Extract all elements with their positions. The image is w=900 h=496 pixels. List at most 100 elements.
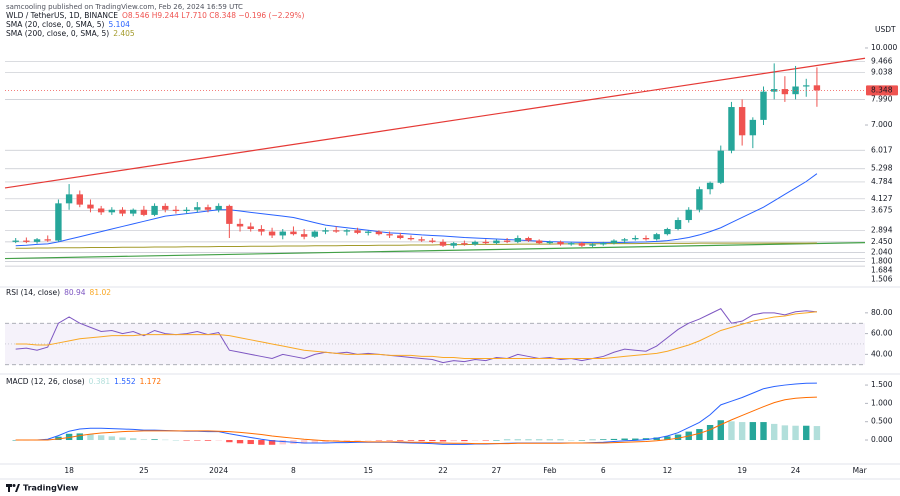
x-tick-label: 24 [791, 466, 801, 475]
histogram-bar [236, 440, 244, 444]
candle-body [12, 240, 19, 242]
candle-body [728, 107, 735, 151]
indicator-line [15, 242, 817, 249]
ohlc-values: O8.546 H9.244 L7.710 C8.348 −0.196 (−2.2… [122, 11, 305, 20]
candle-body [311, 231, 319, 237]
histogram-bar [717, 420, 724, 441]
histogram-bar [311, 440, 319, 443]
level-label: 9.466 [871, 57, 893, 66]
candle-body [268, 231, 276, 236]
candle-body [108, 209, 116, 213]
histogram-bar [535, 439, 543, 441]
candle-body [461, 243, 468, 245]
candle-body [642, 238, 650, 240]
candle-body [589, 244, 596, 246]
candle-body [23, 240, 30, 242]
indicator-line [15, 308, 817, 364]
y-tick-label: 7.000 [871, 120, 893, 129]
symbol-title: WLD / TetherUS, 1D, BINANCE [6, 11, 118, 20]
histogram-bar [119, 437, 126, 441]
histogram-bar [194, 440, 201, 441]
brand-name: TradingView [23, 484, 79, 493]
candle-body [65, 194, 73, 204]
candle-body [236, 223, 244, 227]
candle-body [706, 182, 714, 190]
histogram-bar [471, 440, 479, 441]
indicator-legend: MACD (12, 26, close) 0.381 1.552 1.172 [6, 377, 161, 386]
histogram-bar [279, 440, 286, 445]
indicator-name: SMA (200, close, 0, SMA, 5) [6, 29, 109, 38]
histogram-bar [557, 439, 564, 441]
x-tick-label: 2024 [209, 466, 228, 475]
y-tick-label: 0.000 [871, 435, 893, 444]
histogram-bar [696, 429, 703, 441]
level-label: 2.894 [871, 225, 893, 234]
histogram-bar [87, 434, 94, 441]
candle-body [429, 240, 436, 242]
level-label: 2.040 [871, 247, 893, 256]
y-tick-label: 1.000 [871, 398, 893, 407]
candle-body [322, 230, 329, 232]
candle-body [279, 231, 286, 236]
y-tick-label: 1.500 [871, 380, 893, 389]
candle-body [503, 240, 511, 242]
candle-body [76, 194, 83, 205]
histogram-bar [397, 440, 404, 441]
candle-body [813, 85, 821, 91]
histogram-bar [728, 421, 735, 441]
histogram-bar [792, 425, 799, 441]
indicator-legend: SMA (20, close, 0, SMA, 5) 5.104 [6, 20, 130, 29]
candle-body [386, 234, 393, 236]
candle-body [674, 220, 682, 230]
histogram-bar [55, 436, 62, 441]
candle-body [525, 238, 532, 241]
candle-body [258, 229, 265, 232]
indicator-name: RSI (14, close) [6, 288, 60, 297]
x-tick-label: 19 [737, 466, 747, 475]
histogram-bar [375, 440, 383, 441]
level-label: 1.506 [871, 274, 893, 283]
candle-body [770, 89, 778, 92]
histogram-bar [514, 439, 521, 441]
histogram-bar [781, 425, 789, 441]
level-label: 2.450 [871, 237, 893, 246]
indicator-value: 2.405 [113, 29, 135, 38]
histogram-bar [642, 438, 650, 441]
candle-body [493, 240, 500, 244]
x-tick-label: 15 [363, 466, 373, 475]
candle-body [535, 240, 543, 244]
candle-body [738, 107, 746, 136]
candle-body [365, 231, 372, 233]
candle-body [557, 241, 564, 245]
logo-part [12, 484, 16, 487]
level-label: 4.784 [871, 177, 893, 186]
candle-body [418, 239, 425, 241]
histogram-bar [568, 440, 575, 441]
candle-body [600, 243, 607, 245]
candle-body [632, 238, 639, 240]
candle-body [717, 150, 724, 183]
price-legend: WLD / TetherUS, 1D, BINANCE O8.546 H9.244… [6, 11, 305, 20]
publisher-note: samcooling published on TradingView.com,… [6, 3, 243, 11]
candle-body [183, 209, 190, 212]
histogram-bar [450, 440, 457, 442]
candle-body [450, 243, 457, 246]
candle-body [482, 241, 489, 244]
histogram-bar [493, 440, 500, 441]
histogram-bar [674, 434, 682, 441]
logo-part [15, 484, 20, 492]
candle-body [97, 208, 105, 213]
candle-body [204, 207, 212, 210]
candle-body [653, 234, 660, 240]
histogram-bar [632, 438, 639, 441]
indicator-value: 1.552 [114, 377, 136, 386]
histogram-bar [65, 433, 73, 441]
candle-body [129, 209, 137, 214]
indicator-line [15, 382, 817, 445]
histogram-bar [129, 438, 137, 441]
brand-logo [6, 484, 20, 492]
candle-body [300, 234, 308, 237]
level-label: 3.675 [871, 205, 893, 214]
candle-body [375, 231, 383, 235]
